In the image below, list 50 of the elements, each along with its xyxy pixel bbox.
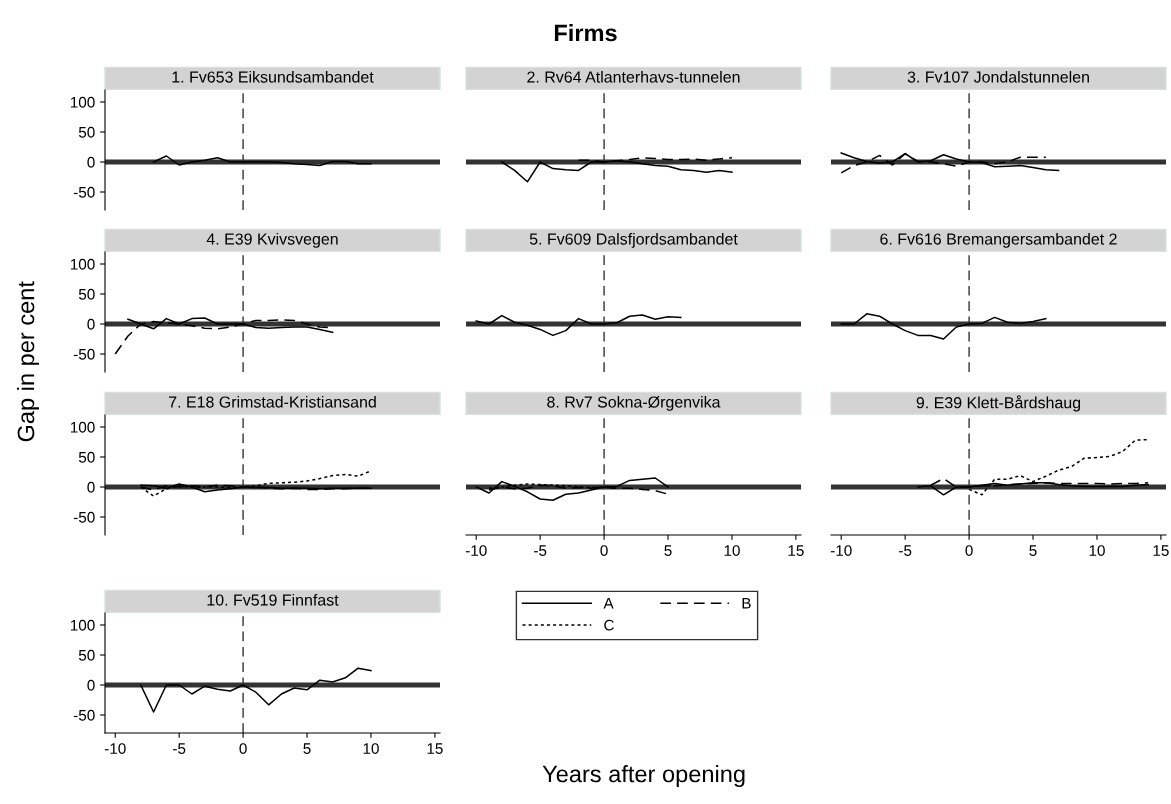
chart-title: 7. E18 Grimstad-Kristiansand [169, 395, 376, 408]
x-tick-label: 0 [965, 545, 973, 556]
x-axis-title: Years after opening [542, 764, 745, 788]
y-tick-label: 50 [78, 451, 95, 463]
x-tick-label: 0 [600, 545, 608, 556]
y-axis-title: Gap in per cent [17, 281, 39, 442]
x-tick-label: -10 [465, 545, 487, 556]
chart-title: 8. Rv7 Sokna-Ørgenvika [547, 395, 721, 411]
chart-title: 2. Rv64 Atlanterhavs-tunnelen [527, 70, 740, 83]
y-tick-label: 100 [70, 96, 95, 108]
legend-label: A [603, 598, 614, 609]
x-tick-label: 10 [1089, 545, 1105, 556]
x-tick-label: 10 [724, 545, 740, 556]
y-tick-label: 0 [87, 156, 95, 168]
chart-title: 4. E39 Kvivsvegen [206, 232, 338, 248]
x-tick-label: 10 [363, 743, 379, 754]
y-tick-label: 0 [87, 318, 95, 330]
chart-title: 3. Fv107 Jondalstunnelen [907, 70, 1089, 83]
x-tick-label: -5 [899, 545, 912, 556]
chart-title: 5. Fv609 Dalsfjordsambandet [529, 232, 738, 248]
chart-title: 6. Fv616 Bremangersambandet 2 [880, 232, 1117, 248]
y-tick-label: 100 [70, 421, 95, 433]
x-tick-label: 5 [303, 743, 311, 754]
legend-label: C [604, 619, 614, 631]
x-tick-label: -10 [830, 545, 852, 556]
legend-label: B [742, 598, 751, 609]
x-tick-label: -5 [534, 545, 547, 556]
chart-title: 1. Fv653 Eiksundsambandet [172, 70, 374, 83]
chart-title: 10. Fv519 Finnfast [207, 593, 339, 606]
y-tick-label: 50 [78, 649, 95, 661]
y-tick-label: -50 [73, 709, 95, 721]
x-tick-label: 15 [1153, 545, 1169, 556]
x-tick-label: -10 [104, 743, 126, 754]
y-tick-label: -50 [73, 511, 95, 523]
x-tick-label: 15 [788, 545, 804, 556]
x-tick-label: -5 [173, 743, 186, 754]
chart-title: 9. E39 Klett-Bårdshaug [916, 395, 1081, 412]
x-tick-label: 15 [427, 743, 443, 754]
text: Firms [554, 24, 617, 42]
y-tick-label: 0 [87, 679, 95, 691]
x-tick-label: 0 [239, 743, 247, 754]
y-tick-label: -50 [73, 348, 95, 360]
y-tick-label: 0 [87, 481, 95, 493]
x-tick-label: 5 [664, 545, 672, 556]
y-tick-label: 50 [78, 288, 95, 300]
y-tick-label: 100 [70, 619, 95, 631]
x-tick-label: 5 [1029, 545, 1037, 556]
y-tick-label: -50 [73, 186, 95, 198]
y-tick-label: 100 [70, 258, 95, 270]
y-tick-label: 50 [78, 126, 95, 138]
